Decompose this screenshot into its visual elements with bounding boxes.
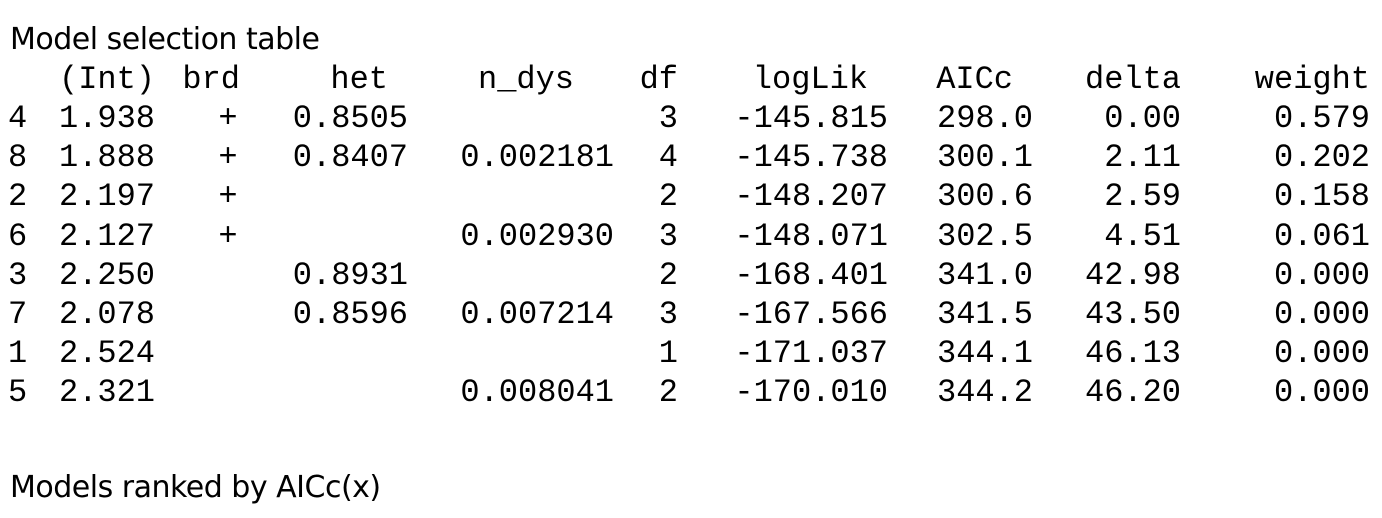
table-cell: 2 [658,256,678,294]
column-header: het [330,61,388,98]
table-cell: -148.071 [734,217,888,255]
column-header: df [639,61,678,98]
table-cell: 0.000 [1273,296,1370,333]
table-cell: -145.738 [734,139,888,177]
table-cell: -145.815 [734,100,888,137]
table-cell: 3 [658,100,678,137]
column-header: AICc [936,61,1013,98]
row-label: 3 [8,256,28,294]
table-cell: 300.6 [936,178,1033,216]
table-cell: 344.1 [936,335,1033,373]
table-cell: + [218,100,238,137]
table-cell: -168.401 [734,256,888,294]
table-cell: 344.2 [936,374,1033,412]
table-cell: 0.202 [1273,139,1370,177]
table-cell: 2.127 [58,217,155,255]
table-cell: 2.078 [58,296,155,333]
table-cell: 0.000 [1273,374,1370,412]
column-header: (Int) [58,61,155,98]
table-cell: 2 [658,178,678,216]
column-header: delta [1084,61,1181,98]
table-cell: + [218,139,238,177]
column-header: n_dys [477,61,574,98]
table-cell: 1 [658,335,678,373]
table-cell: 1.938 [58,100,155,137]
table-cell: 0.002181 [460,139,614,177]
ranking-note: Models ranked by AICc(x) [10,470,381,505]
table-cell: 2.11 [1104,139,1181,177]
table-cell: 0.000 [1273,335,1370,373]
row-label: 8 [8,139,28,177]
table-cell: 341.0 [936,256,1033,294]
table-cell: 2.250 [58,256,155,294]
table-cell: 3 [658,217,678,255]
table-cell: 0.00 [1104,100,1181,137]
table-cell: 46.20 [1084,374,1181,412]
table-cell: 0.579 [1273,100,1370,137]
table-cell: + [218,217,238,255]
table-cell: 4 [658,139,678,177]
table-cell: 2 [658,374,678,412]
table-cell: 2.59 [1104,178,1181,216]
table-cell: 0.061 [1273,217,1370,255]
table-cell: 3 [658,296,678,333]
row-label: 2 [8,178,28,216]
table-cell: 0.8596 [292,296,408,333]
table-cell: -171.037 [734,335,888,373]
table-cell: 341.5 [936,296,1033,333]
table-cell: + [218,178,238,216]
table-cell: 0.8505 [292,100,408,137]
table-cell: 46.13 [1084,335,1181,373]
table-cell: 42.98 [1084,256,1181,294]
row-label: 5 [8,374,28,412]
table-cell: 0.000 [1273,256,1370,294]
row-label: 1 [8,335,28,373]
table-cell: 298.0 [936,100,1033,137]
table-cell: 0.8407 [292,139,408,177]
table-cell: 302.5 [936,217,1033,255]
table-cell: 2.197 [58,178,155,216]
table-cell: -170.010 [734,374,888,412]
table-cell: 0.002930 [460,217,614,255]
table-cell: -167.566 [734,296,888,333]
table-cell: 2.524 [58,335,155,373]
column-header: weight [1254,61,1370,98]
column-header: logLik [752,61,868,98]
table-cell: 0.8931 [292,256,408,294]
table-cell: 0.007214 [460,296,614,333]
row-label: 4 [8,100,28,137]
table-cell: 4.51 [1104,217,1181,255]
row-label: 6 [8,217,28,255]
row-label: 7 [8,296,28,333]
table-cell: 43.50 [1084,296,1181,333]
column-header: brd [182,61,240,98]
table-title: Model selection table [10,22,320,57]
table-cell: -148.207 [734,178,888,216]
table-cell: 1.888 [58,139,155,177]
table-cell: 2.321 [58,374,155,412]
table-cell: 0.158 [1273,178,1370,216]
table-cell: 0.008041 [460,374,614,412]
table-cell: 300.1 [936,139,1033,177]
